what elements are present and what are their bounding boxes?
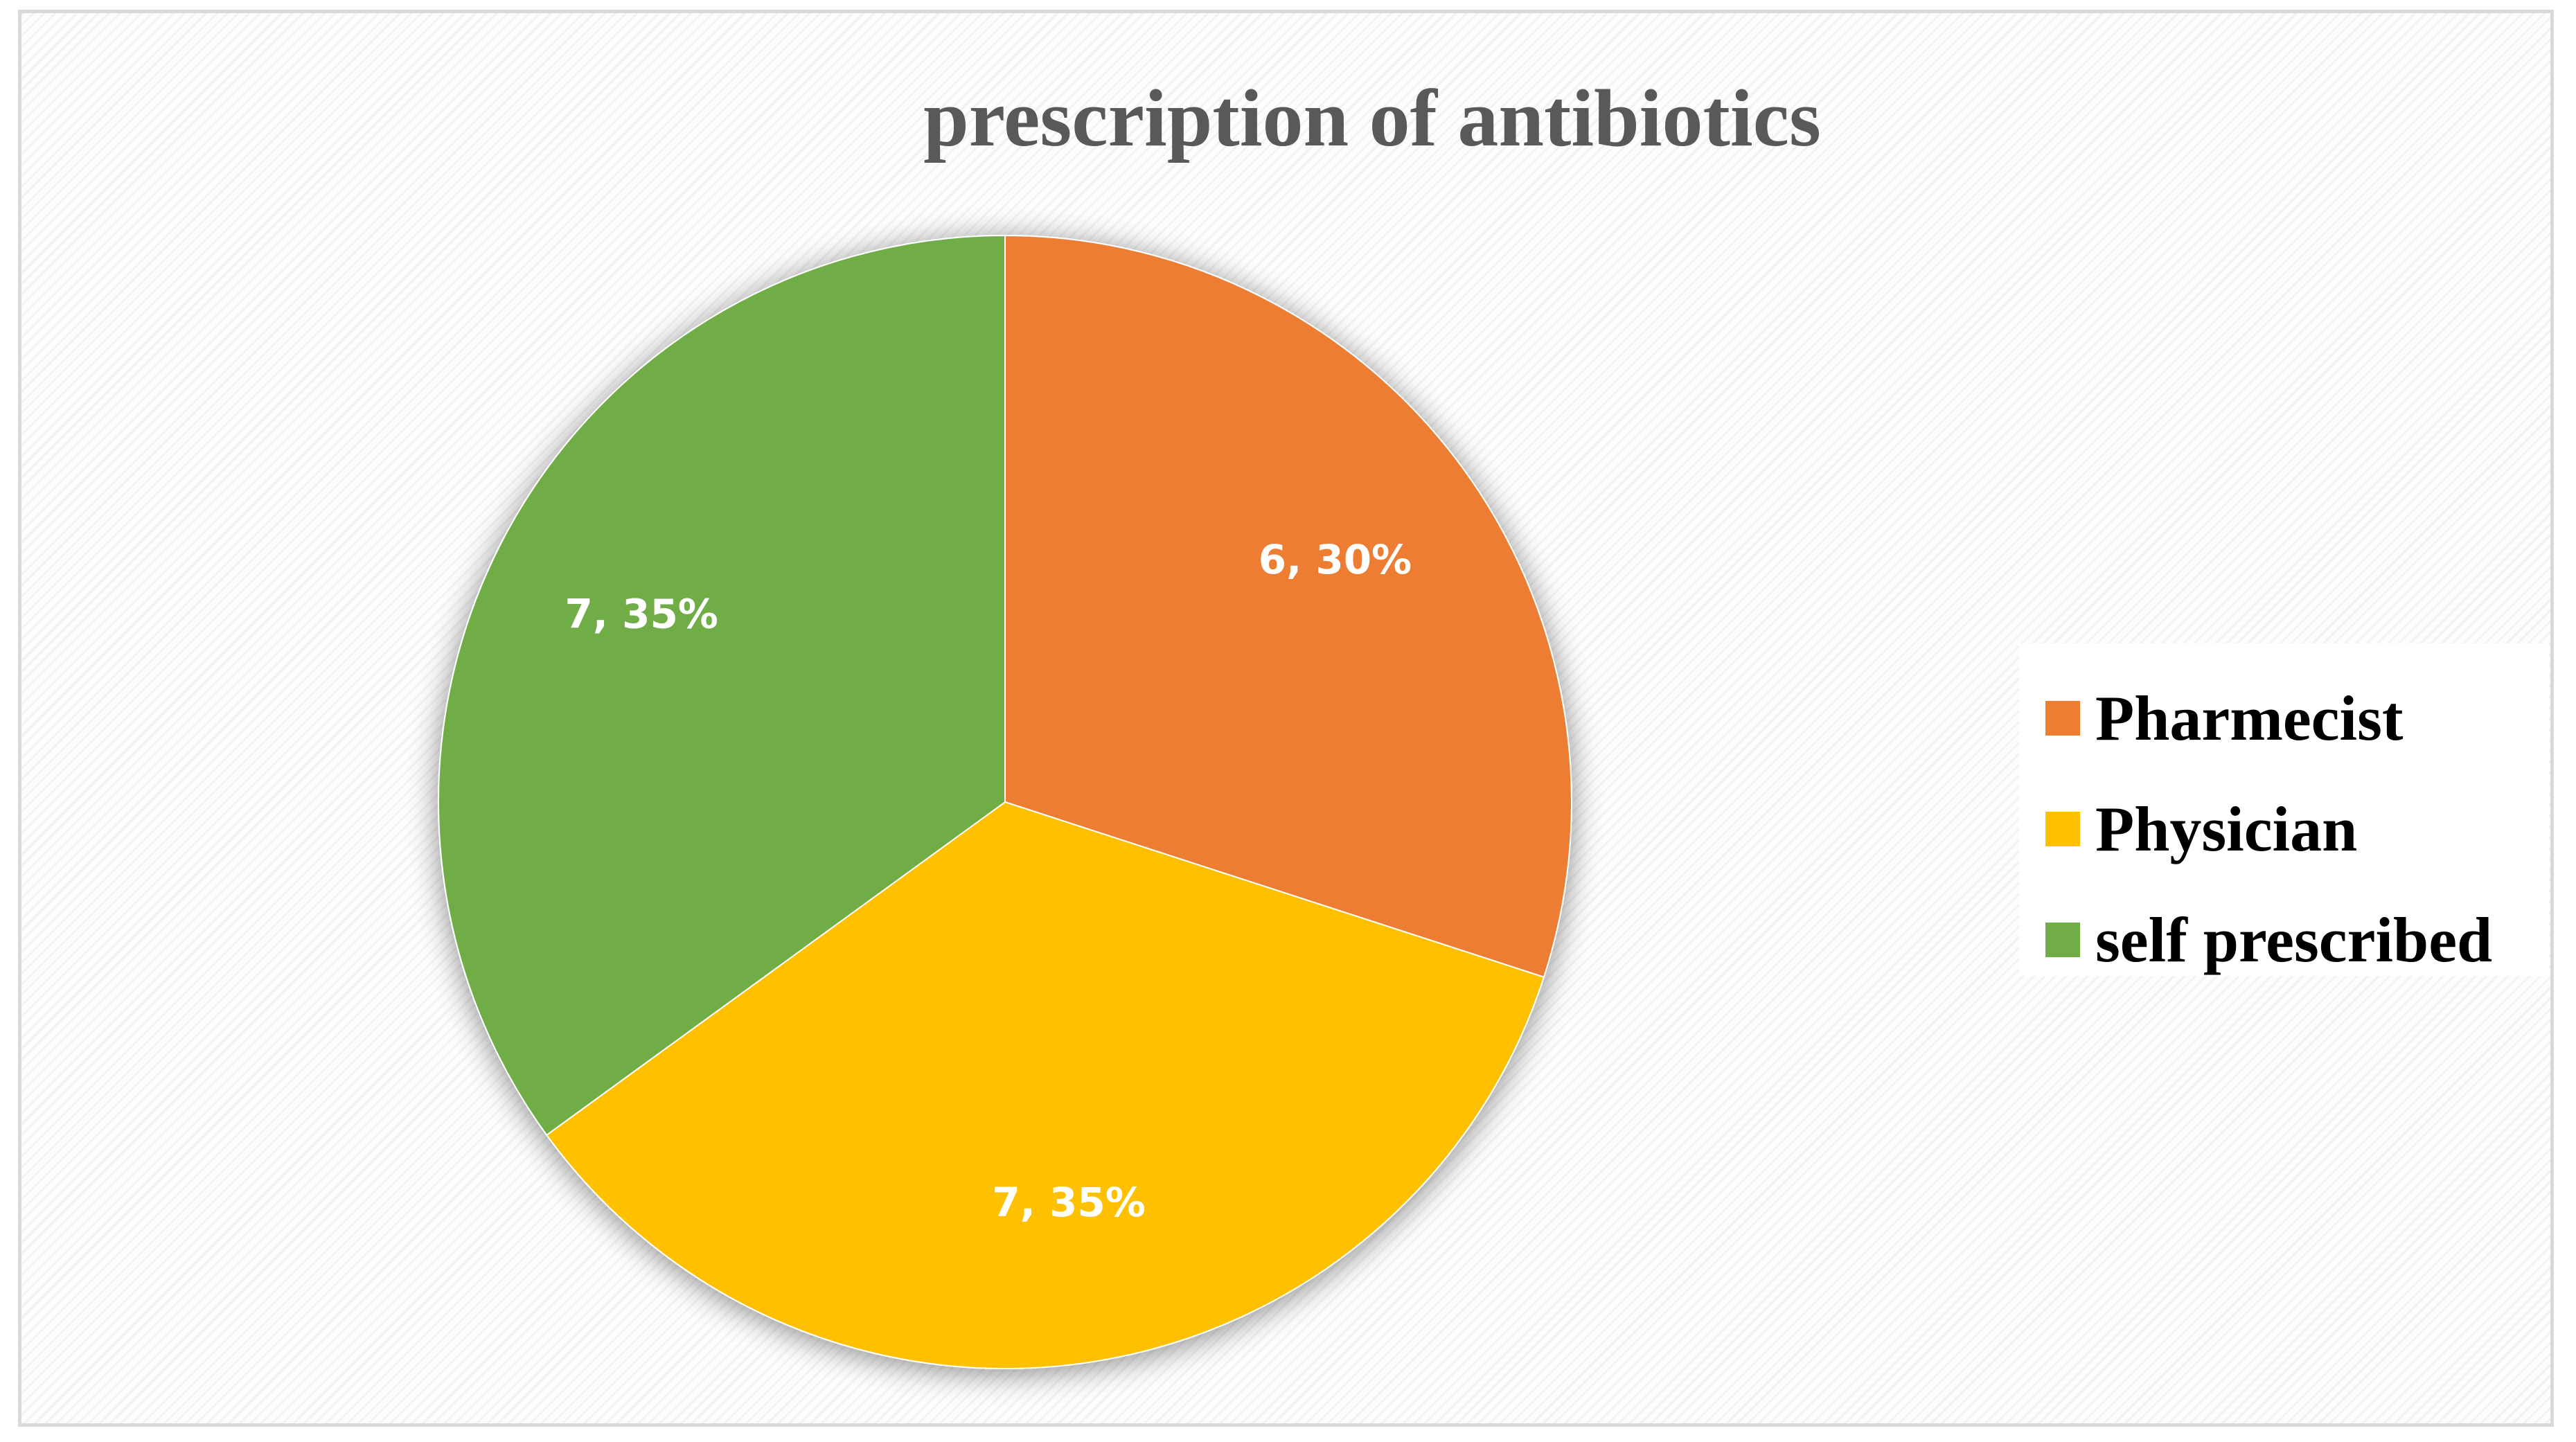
legend-label-pharmecist: Pharmecist [2095,683,2404,754]
legend-label-physician: Physician [2095,794,2358,864]
pie-slice-physician [545,801,1545,1369]
legend-item-pharmecist: Pharmecist [2045,663,2549,774]
legend-swatch-pharmecist [2045,701,2080,736]
legend-item-self-prescribed: self prescribed [2045,884,2549,995]
pie-slice-pharmecist [1004,234,1572,979]
legend-swatch-physician [2045,812,2080,846]
legend-item-physician: Physician [2045,774,2549,884]
data-label-self-prescribed: 7, 35% [565,591,718,638]
pie-data-labels: 6, 30% 7, 35% 7, 35% [565,536,1412,1226]
legend-label-self-prescribed: self prescribed [2095,905,2493,975]
chart-title: prescription of antibiotics [923,73,1821,163]
legend-swatch-self-prescribed [2045,923,2080,957]
chart-area: prescription of antibiotics 6, 30% 7, 35%… [18,10,2554,1427]
legend: Pharmecist Physician self prescribed [2019,643,2549,976]
pie-slices [438,234,1572,1369]
data-label-pharmecist: 6, 30% [1259,536,1412,583]
pie-chart: 6, 30% 7, 35% 7, 35% [438,234,1572,1369]
data-label-physician: 7, 35% [992,1179,1145,1226]
pie-slice-self-prescribed [438,234,1006,1137]
